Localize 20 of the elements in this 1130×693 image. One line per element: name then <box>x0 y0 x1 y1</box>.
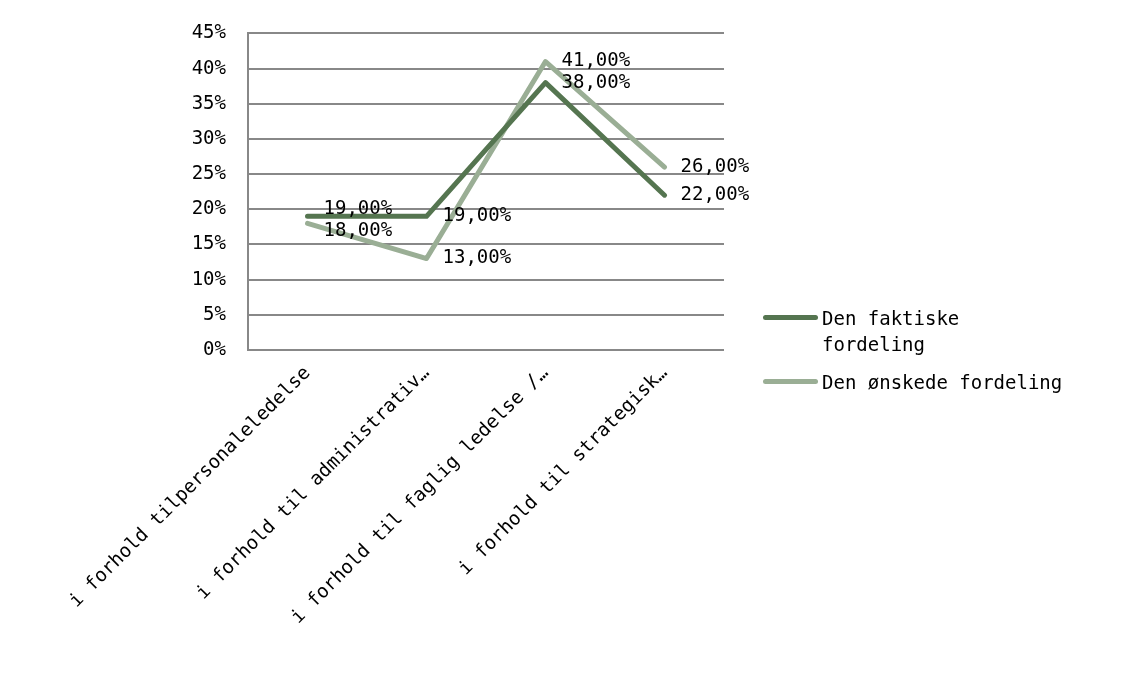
data-label: 22,00% <box>680 182 750 205</box>
data-label: 26,00% <box>680 154 750 177</box>
y-tick-label: 10% <box>191 266 227 289</box>
y-tick-label: 15% <box>191 231 227 254</box>
y-tick-label: 0% <box>203 336 227 359</box>
y-tick-label: 35% <box>191 90 227 113</box>
data-label: 18,00% <box>323 217 393 240</box>
data-label: 19,00% <box>442 203 512 226</box>
data-label: 19,00% <box>323 195 393 218</box>
legend-label: Den ønskede fordeling <box>822 370 1063 395</box>
legend-label: Den faktiske fordeling <box>822 306 961 357</box>
y-tick-label: 20% <box>191 196 227 219</box>
data-label: 13,00% <box>442 245 512 268</box>
y-tick-label: 5% <box>203 301 227 324</box>
data-label: 38,00% <box>561 70 631 93</box>
y-tick-label: 25% <box>191 161 227 184</box>
y-tick-label: 40% <box>191 55 227 78</box>
y-tick-label: 45% <box>191 20 227 43</box>
y-tick-label: 30% <box>191 125 227 148</box>
data-label: 41,00% <box>561 48 631 71</box>
